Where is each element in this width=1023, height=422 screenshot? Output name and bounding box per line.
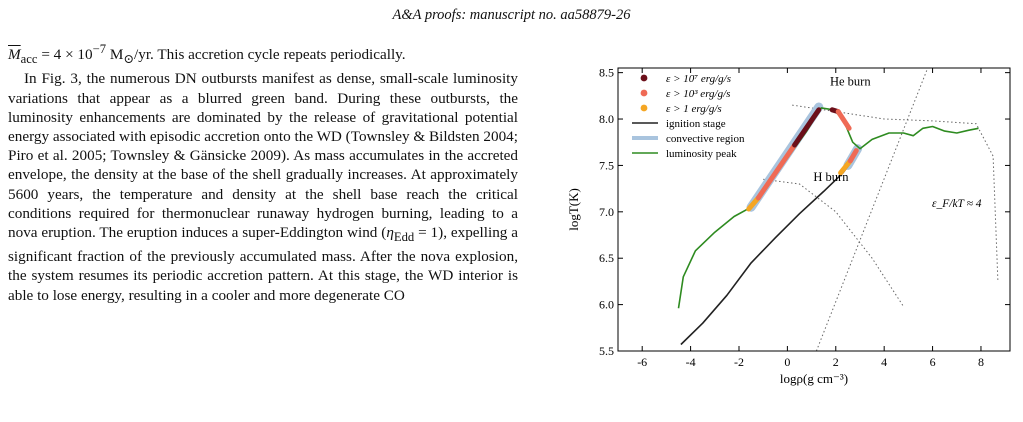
paragraph-accretion-rate: Macc = 4 × 10−7 M⊙/yr. This accretion cy… xyxy=(8,42,406,67)
x-tick-label: 6 xyxy=(930,355,936,369)
legend-label-5: convective region xyxy=(666,133,745,145)
legend-marker-1 xyxy=(640,74,648,82)
y-tick-label: 5.5 xyxy=(599,344,614,358)
y-tick-label: 6.5 xyxy=(599,251,614,265)
y-tick-label: 8.5 xyxy=(599,66,614,80)
ignition-stage-line xyxy=(680,159,854,346)
legend-marker-2 xyxy=(640,89,648,97)
y-tick-label: 8.0 xyxy=(599,112,614,126)
y-tick-label: 6.0 xyxy=(599,298,614,312)
legend-label-6: luminosity peak xyxy=(666,148,737,160)
luminosity-peak-line xyxy=(677,107,979,309)
x-tick-label: 8 xyxy=(978,355,984,369)
x-tick-label: -6 xyxy=(637,355,647,369)
mdot-subscript: acc xyxy=(20,52,38,67)
x-tick-label: -4 xyxy=(686,355,696,369)
x-axis-label: logρ(g cm⁻³) xyxy=(780,371,848,386)
rho-t-chart: -6 -4 -2 0 2 4 6 8 5.5 6.0 6.5 7.0 7.5 8.0 8.5 logρ(g c… xyxy=(566,66,1011,386)
degeneracy-line xyxy=(815,68,929,351)
running-header: A&A proofs: manuscript no. aa58879-26 xyxy=(0,7,1023,24)
figure-rho-t-diagram: -6 -4 -2 0 2 4 6 8 5.5 6.0 6.5 7.0 7.5 8.0 8.5 logρ(g c… xyxy=(560,54,1023,398)
running-header-text: A&A proofs: manuscript no. aa58879-26 xyxy=(392,7,631,23)
x-tick-label: -2 xyxy=(734,355,744,369)
y-tick-label: 7.5 xyxy=(599,158,614,172)
burning-segment-6 xyxy=(838,158,853,176)
mdot-symbol: M xyxy=(8,46,21,64)
x-tick-label: 0 xyxy=(784,355,790,369)
x-tick-label: 2 xyxy=(833,355,839,369)
burning-segment-3 xyxy=(792,107,822,148)
y-axis-label: logT(K) xyxy=(566,188,581,231)
h-burn-line xyxy=(763,178,904,307)
left-text-column: Macc = 4 × 10−7 M⊙/yr. This accretion cy… xyxy=(8,40,518,305)
he-burn-line xyxy=(792,104,999,282)
burning-segment-7 xyxy=(847,148,859,164)
annotation-3: ε_F/kT ≈ 4 xyxy=(932,198,982,210)
burning-segment-5 xyxy=(835,109,852,131)
legend-label-2: ε > 10³ erg/g/s xyxy=(666,88,730,100)
burning-segment-2 xyxy=(755,142,798,201)
annotation-1: He burn xyxy=(830,75,871,89)
y-tick-label: 7.0 xyxy=(599,205,614,219)
annotation-2: H burn xyxy=(813,170,849,184)
legend-label-3: ε > 1 erg/g/s xyxy=(666,103,722,115)
legend-marker-3 xyxy=(640,104,648,112)
legend-label-4: ignition stage xyxy=(666,118,726,130)
x-tick-label: 4 xyxy=(881,355,887,369)
plot-frame xyxy=(617,67,1011,352)
paragraph-outbursts: In Fig. 3, the numerous DN outbursts man… xyxy=(8,70,518,304)
legend-label-1: ε > 10⁷ erg/g/s xyxy=(666,73,731,85)
